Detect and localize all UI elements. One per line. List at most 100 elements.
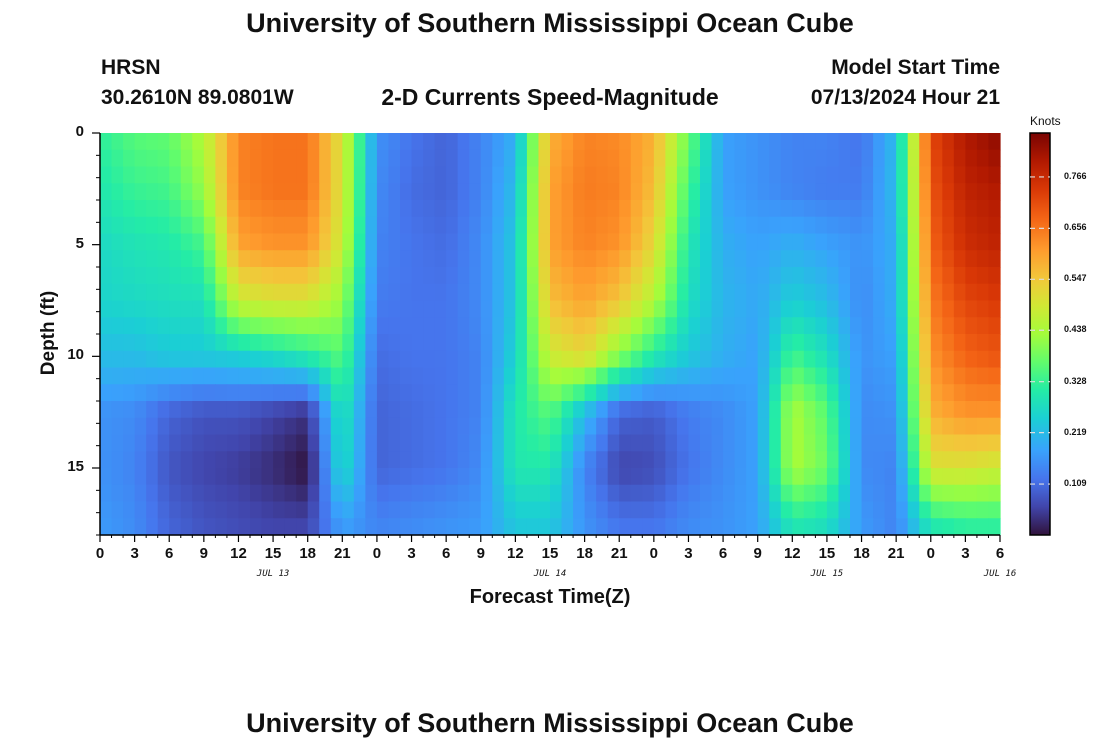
heatmap-cell [423,401,436,419]
heatmap-cell [492,149,505,168]
heatmap-cell [919,317,932,335]
heatmap-cell [146,401,159,419]
heatmap-cell [965,434,978,452]
heatmap-cell [861,468,874,486]
heatmap-cell [988,300,1001,318]
heatmap-cell [203,166,216,184]
heatmap-cell [319,200,332,218]
heatmap-cell [526,250,540,268]
heatmap-cell [826,501,840,519]
heatmap-cell [988,484,1001,503]
heatmap-cell [700,267,713,285]
heatmap-cell [953,350,966,369]
heatmap-cell [503,417,516,436]
heatmap-cell [503,350,516,369]
heatmap-cell [953,417,966,436]
heatmap-cell [653,149,666,168]
heatmap-cell [919,133,932,151]
heatmap-cell [896,267,909,285]
heatmap-cell [850,384,863,402]
heatmap-cell [434,468,447,486]
heatmap-cell [619,216,632,235]
x-tick-label: 9 [476,545,485,562]
heatmap-cell [896,350,909,369]
heatmap-cell [988,133,1001,151]
heatmap-cell [850,434,863,452]
heatmap-cell [976,317,990,335]
heatmap-cell [873,233,886,251]
heatmap-cell [342,484,355,503]
heatmap-cell [630,384,643,402]
heatmap-cell [676,468,690,486]
heatmap-cell [388,283,401,302]
heatmap-cell [815,367,828,385]
heatmap-cell [976,283,990,302]
heatmap-cell [884,334,897,352]
x-tick-label: 3 [130,545,139,562]
heatmap-cell [469,250,482,268]
heatmap-cell [907,350,920,369]
heatmap-cell [942,133,955,151]
heatmap-cell [596,200,609,218]
heatmap-cell [411,334,424,352]
heatmap-cell [619,283,632,302]
heatmap-cell [353,518,366,536]
heatmap-cell [446,283,459,302]
heatmap-cell [353,350,366,369]
heatmap-cell [665,501,678,519]
heatmap-cell [930,434,943,452]
heatmap-cell [665,216,678,235]
heatmap-cell [607,250,620,268]
heatmap-cell [365,216,378,235]
heatmap-cell [492,501,505,519]
heatmap-cell [700,200,713,218]
heatmap-cell [284,183,297,201]
heatmap-cell [988,200,1001,218]
heatmap-cell [446,334,459,352]
heatmap-cell [492,317,505,335]
heatmap-cell [861,350,874,369]
heatmap-cell [457,133,470,151]
heatmap-cell [803,166,816,184]
heatmap-cell [573,267,586,285]
heatmap-cell [376,300,390,318]
heatmap-cell [838,149,851,168]
heatmap-cell [896,484,909,503]
heatmap-cell [826,250,840,268]
heatmap-cell [353,149,366,168]
heatmap-cell [238,283,251,302]
heatmap-cell [192,367,205,385]
heatmap-cell [111,451,124,469]
heatmap-cell [538,484,551,503]
heatmap-cell [169,417,182,436]
heatmap-cell [330,417,343,436]
heatmap-cell [180,334,193,352]
heatmap-cell [803,350,816,369]
heatmap-cell [180,183,193,201]
heatmap-cell [884,133,897,151]
heatmap-cell [930,384,943,402]
heatmap-cell [434,200,447,218]
heatmap-cell [826,317,840,335]
heatmap-cell [815,384,828,402]
heatmap-cell [492,133,505,151]
heatmap-cell [330,216,343,235]
heatmap-cell [769,401,782,419]
heatmap-cell [492,451,505,469]
heatmap-cell [653,484,666,503]
heatmap-cell [330,518,343,536]
heatmap-cell [596,518,609,536]
heatmap-cell [769,434,782,452]
heatmap-cell [250,317,263,335]
heatmap-cell [250,434,263,452]
heatmap-cell [619,267,632,285]
heatmap-cell [538,334,551,352]
heatmap-cell [619,468,632,486]
heatmap-cell [665,401,678,419]
heatmap-cell [353,401,366,419]
heatmap-cell [423,384,436,402]
heatmap-cell [584,283,597,302]
heatmap-cell [642,451,655,469]
heatmap-cell [226,267,240,285]
heatmap-cell [873,451,886,469]
